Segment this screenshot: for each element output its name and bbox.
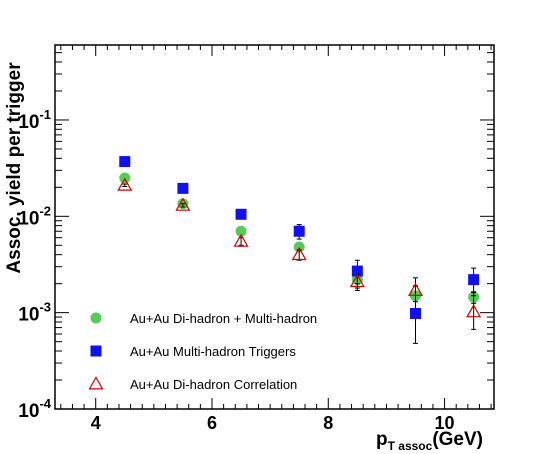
x-axis-title-main: p [376, 429, 388, 450]
data-point [119, 156, 131, 168]
x-tick-label: 4 [91, 413, 101, 433]
data-point [117, 177, 133, 191]
y-tick-label: 10-2 [18, 203, 51, 229]
y-tick-label-base: 10 [18, 208, 39, 229]
data-point [468, 274, 480, 286]
data-point [177, 182, 189, 194]
x-axis-title-sub: T assoc [388, 439, 433, 453]
data-point [88, 376, 104, 390]
data-point [410, 308, 422, 320]
x-tick-label: 8 [323, 413, 333, 433]
series-circle [119, 172, 480, 310]
y-tick-label-exp: -1 [39, 107, 51, 122]
data-point [235, 208, 247, 220]
y-tick-label: 10-3 [18, 300, 51, 326]
legend-label: Au+Au Multi-hadron Triggers [130, 344, 296, 359]
axis-ticks [55, 44, 494, 410]
y-tick-label: 10-1 [18, 107, 51, 133]
x-tick-label: 10 [435, 413, 455, 433]
data-point [293, 225, 305, 237]
data-point [349, 273, 365, 288]
y-tick-label: 10-4 [18, 396, 51, 422]
data-point [351, 265, 363, 277]
y-tick-label-base: 10 [18, 112, 39, 133]
data-point [90, 345, 102, 357]
data-point [175, 197, 191, 211]
data-point [466, 304, 482, 318]
y-axis-title: Assoc. yield per trigger [4, 62, 25, 274]
series-triangle-open [117, 177, 482, 330]
x-axis-title-unit: (GeV) [432, 429, 483, 450]
y-tick-label-exp: -3 [39, 300, 51, 315]
data-point [233, 233, 249, 247]
data-point [291, 246, 307, 261]
data-point [407, 282, 424, 296]
legend-label: Au+Au Di-hadron + Multi-hadron [130, 311, 317, 326]
legend-label: Au+Au Di-hadron Correlation [130, 377, 297, 392]
y-tick-label-exp: -2 [39, 203, 51, 218]
data-point [90, 312, 102, 324]
x-axis-title: pT assoc(GeV) [376, 429, 483, 453]
legend: Au+Au Di-hadron + Multi-hadron Au+Au Mult… [88, 311, 317, 392]
x-tick-label: 6 [207, 413, 217, 433]
y-tick-label-base: 10 [18, 305, 39, 326]
y-tick-label-exp: -4 [39, 396, 51, 411]
data-series [117, 156, 482, 344]
data-point [235, 225, 247, 237]
y-tick-label-base: 10 [18, 401, 39, 422]
plot-frame [54, 44, 495, 410]
